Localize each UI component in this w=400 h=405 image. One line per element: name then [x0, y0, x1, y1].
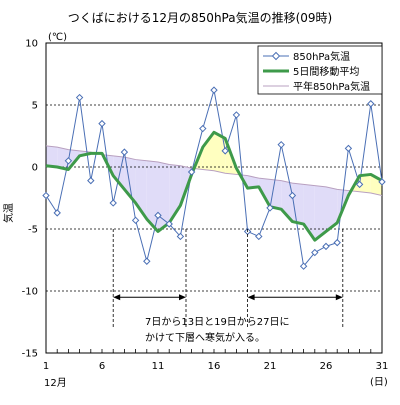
moving-average-line	[45, 130, 383, 242]
anomaly-fill	[359, 174, 371, 194]
temperature-850hpa-point	[277, 140, 285, 149]
temperature-850hpa-point	[255, 232, 263, 241]
grid-layer	[46, 104, 382, 292]
temperature-850hpa-point	[109, 199, 117, 207]
annotation-line-1: 7日から13日と19日から27日に	[145, 316, 290, 328]
anomaly-fill	[202, 132, 214, 171]
anomaly-fill	[57, 147, 69, 170]
temperature-850hpa-point	[42, 191, 50, 200]
annotation-arrow-head	[247, 294, 255, 301]
y-tick-label: -15	[22, 349, 38, 360]
annotation-arrow-head	[113, 294, 121, 301]
temperature-850hpa-point	[165, 220, 173, 228]
chart-title: つくばにおける12月の850hPa気温の推移(09時)	[68, 10, 332, 25]
y-tick-label: -5	[28, 225, 38, 236]
temperature-850hpa-point	[266, 204, 274, 212]
anomaly-fill	[135, 159, 147, 220]
temperature-850hpa-point	[367, 100, 375, 108]
legend-marker-850hpa	[271, 51, 281, 61]
legend: 850hPa気温 5日間移動平均 平年850hPa気温	[257, 45, 383, 95]
x-unit-label: (日)	[370, 377, 388, 388]
temperature-850hpa-point	[75, 93, 84, 102]
temperature-850hpa-point	[288, 191, 297, 200]
temperature-850hpa-point	[87, 176, 95, 185]
temperature-850hpa-point	[355, 180, 364, 189]
x-tick-label: 6	[99, 361, 105, 372]
anomaly-fill	[314, 185, 326, 241]
anomaly-fill	[326, 186, 338, 232]
temperature-850hpa-point	[53, 209, 61, 217]
y-tick-label: 0	[32, 163, 38, 174]
annotation-arrow-head	[179, 294, 186, 301]
temperature-850hpa-point	[378, 178, 386, 186]
temperature-850hpa-point	[143, 257, 151, 265]
temperature-850hpa-point	[221, 147, 229, 155]
x-tick-label: 21	[264, 361, 277, 372]
temperature-850hpa-point	[344, 144, 353, 153]
annotation-line-2: かけて下層へ寒気が入る。	[145, 331, 265, 344]
anomaly-fill-layer	[46, 132, 382, 241]
temperature-850hpa-point	[131, 216, 140, 225]
temperature-850hpa-point	[232, 111, 241, 119]
annotation-layer: 7日から13日と19日から27日に かけて下層へ寒気が入る。	[112, 229, 344, 344]
x-tick-label: 11	[152, 361, 165, 372]
y-tick-label: -10	[22, 287, 38, 298]
temperature-850hpa-point	[187, 168, 196, 176]
anomaly-fill	[214, 132, 226, 174]
x-tick-label: 16	[208, 361, 221, 372]
temperature-850hpa-point	[210, 86, 218, 94]
temperature-850hpa-point	[176, 232, 185, 241]
legend-label-850hpa: 850hPa気温	[293, 50, 350, 63]
temperature-850hpa-point	[311, 248, 319, 257]
temperature-850hpa-point	[199, 124, 207, 133]
y-tick-label: 10	[25, 39, 38, 50]
temperature-850hpa-point	[333, 238, 341, 247]
temperature-850hpa-point	[322, 242, 330, 251]
x-month-label: 12月	[44, 377, 67, 389]
annotation-arrow-head	[335, 294, 343, 301]
y-unit-label: (℃)	[48, 32, 67, 43]
legend-label-normal: 平年850hPa気温	[293, 80, 370, 93]
y-tick-label: 5	[32, 101, 38, 112]
temperature-850hpa-point	[120, 148, 129, 156]
anomaly-fill	[158, 162, 170, 232]
temperature-850hpa-point	[299, 262, 308, 270]
temperature-850hpa-point	[98, 119, 106, 128]
legend-label-moving-average: 5日間移動平均	[293, 65, 359, 78]
series-layer	[42, 86, 386, 270]
temperature-850hpa-point	[64, 157, 73, 165]
temperature-850hpa-point	[154, 211, 162, 220]
x-tick-label: 26	[320, 361, 333, 372]
anomaly-fill	[46, 145, 58, 167]
y-axis-label: 気温	[2, 203, 15, 223]
anomaly-fill	[247, 175, 259, 189]
x-tick-label: 1	[43, 361, 49, 372]
anomaly-fill	[146, 160, 158, 232]
anomaly-fill	[270, 179, 282, 210]
x-tick-label: 31	[376, 361, 389, 372]
temperature-850hpa-line	[45, 89, 383, 268]
